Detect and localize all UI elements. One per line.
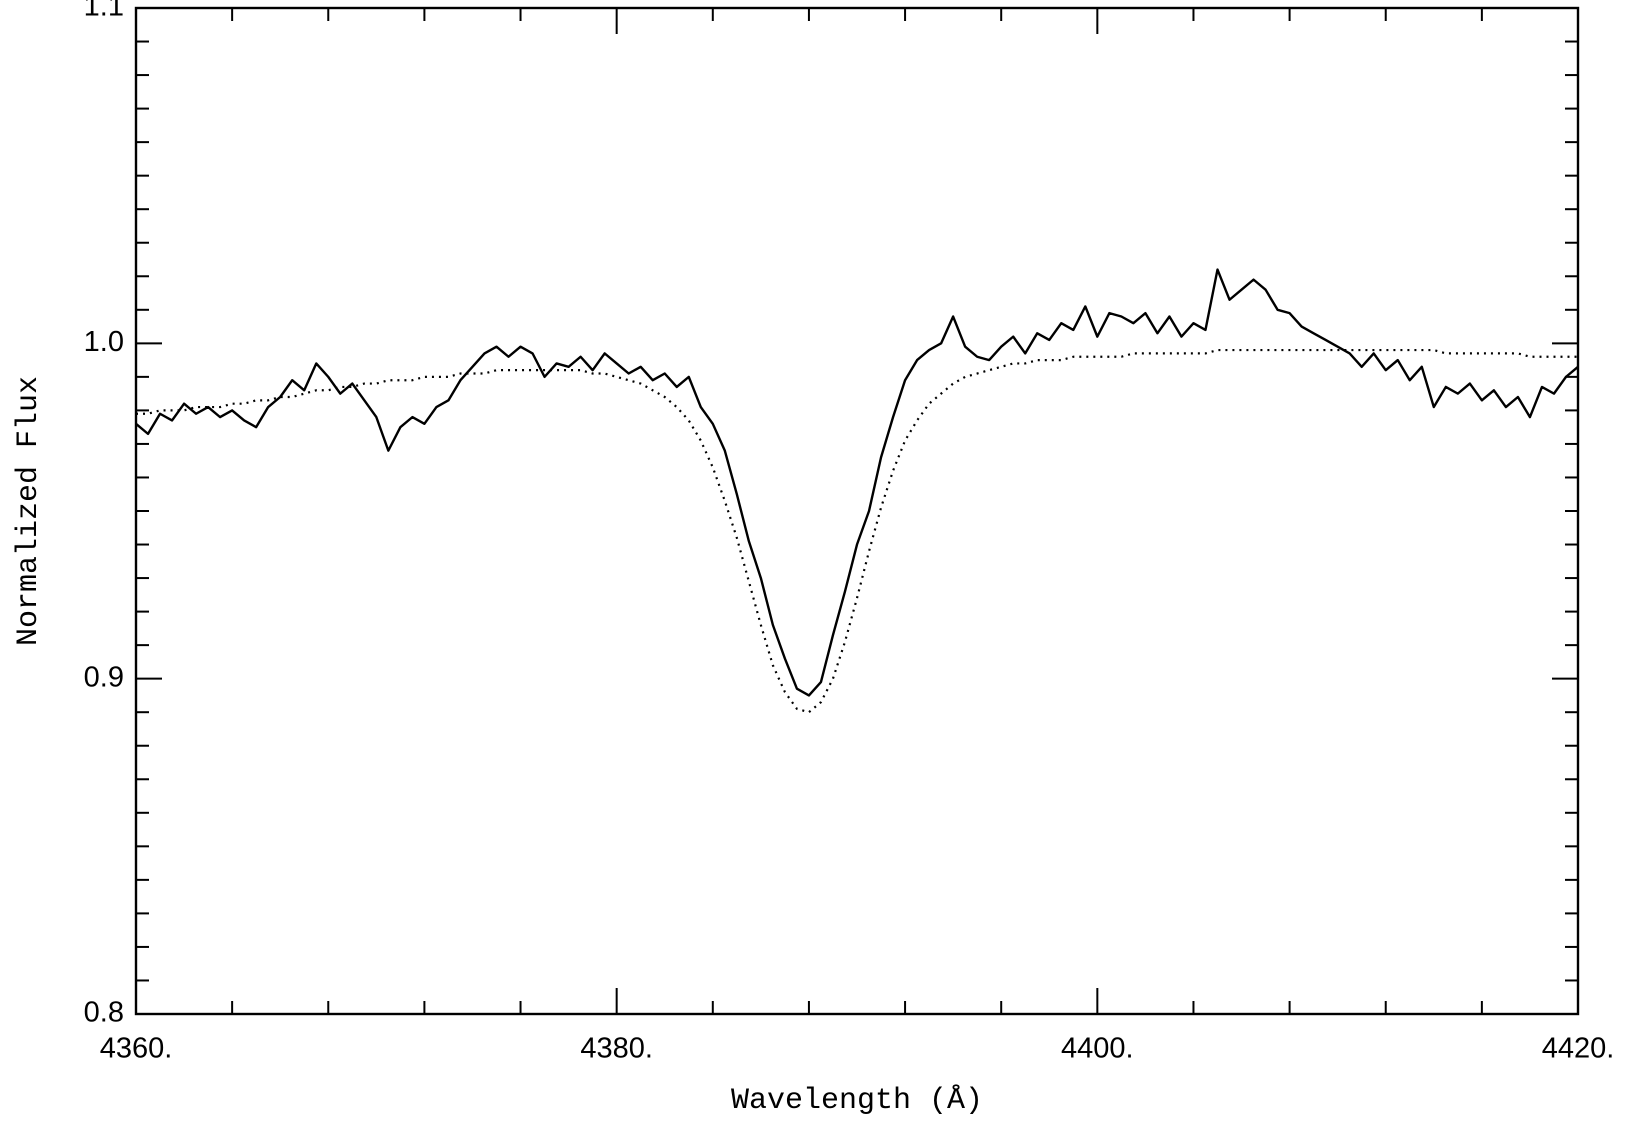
model-line [136, 348, 1578, 714]
y-tick-label: 1.1 [84, 0, 124, 23]
x-axis-label: Wavelength (Å) [731, 1084, 983, 1118]
x-tick-label: 4380. [580, 1033, 653, 1065]
plot-frame [134, 6, 1580, 1016]
spectrum-line [135, 268, 1579, 697]
y-tick-label: 0.8 [84, 997, 124, 1029]
y-axis-label: Normalized Flux [12, 376, 46, 646]
x-tick-label: 4360. [100, 1033, 173, 1065]
x-tick-label: 4400. [1061, 1033, 1134, 1065]
y-tick-label: 1.0 [84, 326, 124, 358]
x-tick-label: 4420. [1542, 1033, 1615, 1065]
y-tick-label: 0.9 [84, 661, 124, 693]
